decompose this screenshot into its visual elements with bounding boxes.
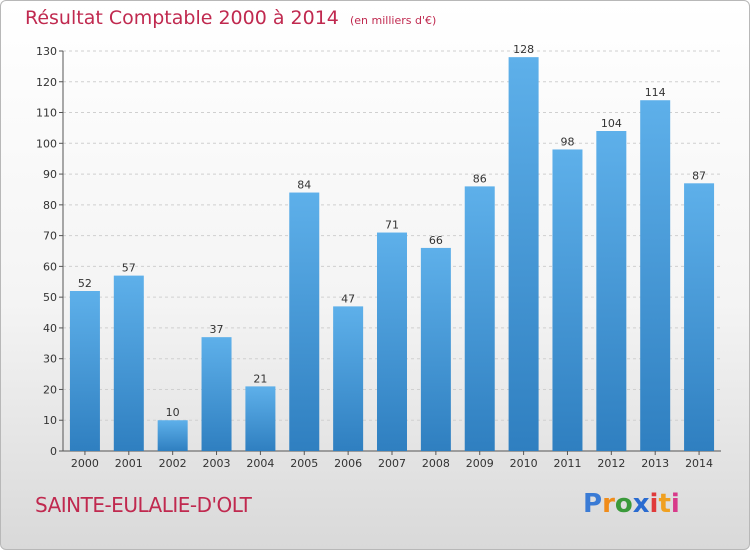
- x-tick-label: 2012: [597, 457, 625, 470]
- y-tick-label: 40: [43, 322, 57, 335]
- x-tick-label: 2013: [641, 457, 669, 470]
- bar: [640, 100, 671, 451]
- bar-value-label: 87: [692, 169, 706, 182]
- x-tick-label: 2011: [553, 457, 581, 470]
- x-tick-label: 2006: [334, 457, 362, 470]
- bar: [684, 183, 715, 452]
- bar: [508, 57, 539, 452]
- y-tick-label: 20: [43, 383, 57, 396]
- bar: [377, 232, 407, 451]
- logo-letter: t: [658, 489, 671, 519]
- bar-value-label: 128: [513, 43, 534, 56]
- y-tick-label: 90: [43, 168, 57, 181]
- logo-letter: o: [614, 489, 633, 519]
- x-tick-label: 2004: [246, 457, 274, 470]
- bar-value-label: 37: [210, 323, 224, 336]
- bar-value-label: 114: [645, 86, 666, 99]
- x-tick-label: 2010: [510, 457, 538, 470]
- y-tick-label: 10: [43, 414, 57, 427]
- y-tick-label: 130: [36, 45, 57, 58]
- logo-letter: i: [649, 489, 659, 519]
- logo-letter: i: [670, 489, 680, 519]
- x-tick-label: 2003: [203, 457, 231, 470]
- logo-letter: x: [632, 489, 650, 519]
- location-label: SAINTE-EULALIE-D'OLT: [35, 493, 252, 517]
- bar-value-label: 66: [429, 234, 443, 247]
- logo-letter: r: [602, 489, 615, 519]
- labels: 2000 52 2001 57 2002 10 2003 37 2004 21 2005 84 2006…: [71, 43, 713, 470]
- x-tick-label: 2000: [71, 457, 99, 470]
- y-tick-label: 100: [36, 137, 57, 150]
- bar: [201, 337, 232, 451]
- bar-value-label: 86: [473, 172, 487, 185]
- bar-value-label: 21: [253, 372, 267, 385]
- bar-value-label: 57: [122, 262, 136, 275]
- y-tick-label: 0: [50, 445, 57, 458]
- bar: [333, 306, 364, 451]
- bar-value-label: 104: [601, 117, 622, 130]
- bar: [113, 275, 144, 451]
- x-tick-label: 2007: [378, 457, 406, 470]
- x-tick-label: 2008: [422, 457, 450, 470]
- chart-subtitle: (en milliers d'€): [349, 14, 437, 27]
- bar-value-label: 71: [385, 219, 399, 232]
- chart-title: Résultat Comptable 2000 à 2014: [25, 7, 339, 29]
- logo-letter: P: [583, 489, 603, 519]
- bar-value-label: 10: [166, 406, 180, 419]
- bar-value-label: 52: [78, 277, 92, 290]
- bar-value-label: 98: [560, 135, 574, 148]
- x-tick-label: 2001: [115, 457, 143, 470]
- y-tick-label: 70: [43, 230, 57, 243]
- proxiti-logo: Proxiti: [583, 489, 680, 519]
- x-tick-label: 2002: [159, 457, 187, 470]
- y-tick-label: 80: [43, 199, 57, 212]
- bar: [157, 420, 188, 451]
- x-tick-label: 2005: [290, 457, 318, 470]
- x-tick-label: 2014: [685, 457, 713, 470]
- bar: [289, 192, 320, 452]
- y-tick-label: 50: [43, 291, 57, 304]
- y-tick-label: 60: [43, 260, 57, 273]
- y-tick-label: 110: [36, 107, 57, 120]
- y-tick-label: 30: [43, 353, 57, 366]
- bar: [552, 149, 583, 451]
- bar-value-label: 47: [341, 292, 355, 305]
- bar: [596, 131, 627, 451]
- bar: [245, 386, 276, 451]
- bar: [420, 247, 451, 451]
- bar: [69, 291, 100, 451]
- title-block: Résultat Comptable 2000 à 2014 (en milli…: [25, 7, 436, 29]
- bar: [464, 186, 495, 451]
- y-tick-label: 120: [36, 76, 57, 89]
- x-tick-label: 2009: [466, 457, 494, 470]
- bar-value-label: 84: [297, 179, 311, 192]
- bars: [69, 57, 715, 452]
